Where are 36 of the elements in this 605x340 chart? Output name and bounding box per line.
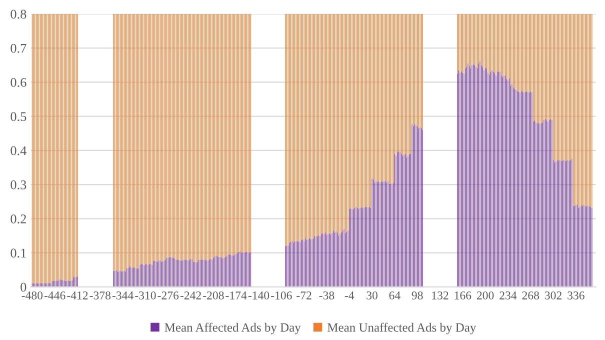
x-tick-label: 166 <box>454 292 472 300</box>
legend-label: Mean Unaffected Ads by Day <box>328 322 476 334</box>
x-tick-label: -174 <box>226 292 247 300</box>
y-tick-label: 0.4 <box>10 146 26 156</box>
y-tick-label: 0.5 <box>10 112 26 122</box>
x-tick-label: -242 <box>180 292 201 300</box>
x-tick-label: -276 <box>158 292 179 300</box>
x-tick-label: -4 <box>344 292 354 300</box>
x-tick-label: -378 <box>90 291 111 300</box>
y-tick-label: 0 <box>20 282 26 292</box>
x-tick-label: -140 <box>248 291 270 300</box>
y-tick-label: 0.6 <box>10 78 26 87</box>
x-tick-label: -480 <box>22 291 43 300</box>
x-tick-label: -446 <box>44 292 66 300</box>
x-tick-label: 336 <box>568 292 584 300</box>
x-tick-label: -310 <box>135 291 156 300</box>
x-tick-label: 98 <box>412 291 423 300</box>
y-tick-label: 0.7 <box>10 44 26 53</box>
x-tick-label: 30 <box>366 291 378 300</box>
x-tick-label: 132 <box>432 292 448 300</box>
x-tick-label: -412 <box>67 292 88 300</box>
x-tick-label: -344 <box>112 292 134 300</box>
x-tick-label: -72 <box>296 292 312 300</box>
x-tick-label: -38 <box>319 291 334 300</box>
legend-label: Mean Affected Ads by Day <box>164 322 301 334</box>
y-tick-label: 0.8 <box>10 10 26 19</box>
x-tick-label: 268 <box>522 291 540 300</box>
y-tick-label: 0.2 <box>10 214 26 224</box>
x-tick-label: 302 <box>544 291 562 300</box>
x-tick-label: -208 <box>203 291 224 300</box>
y-tick-label: 0.1 <box>10 248 26 258</box>
x-tick-label: 234 <box>500 292 517 300</box>
y-tick-label: 0.3 <box>10 180 26 190</box>
x-tick-label: 200 <box>476 291 494 300</box>
x-tick-label: 64 <box>389 292 400 300</box>
x-tick-label: -106 <box>271 291 292 300</box>
